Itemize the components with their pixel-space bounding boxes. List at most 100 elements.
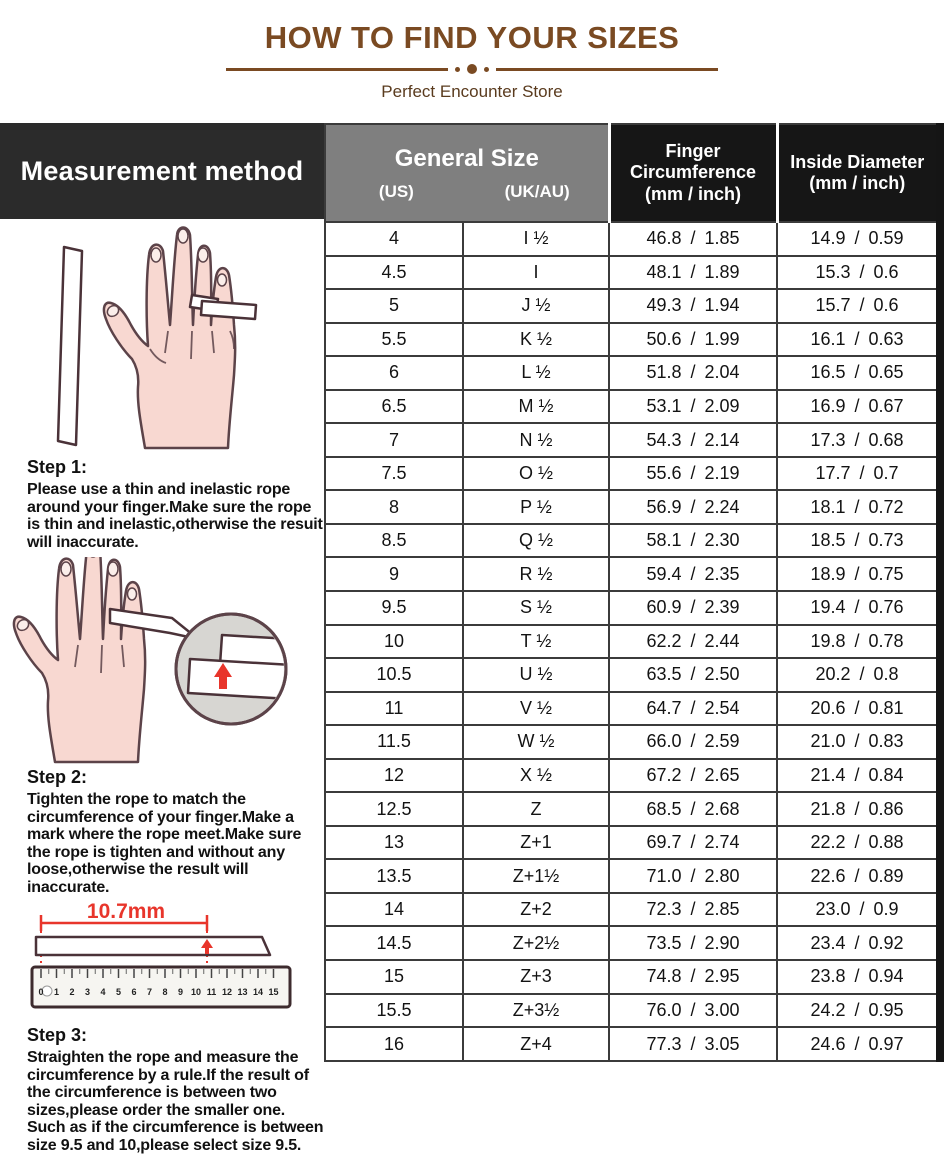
table-row: 13 Z+1 69.7 / 2.74 22.2 / 0.88 — [324, 824, 939, 861]
inside-diameter-title: Inside Diameter — [790, 151, 925, 172]
circumference-cell: 72.3 / 2.85 — [608, 891, 779, 928]
diameter-cell: 23.0 / 0.9 — [776, 891, 939, 928]
divider-dot-large — [467, 64, 477, 74]
table-row: 8.5 Q ½ 58.1 / 2.30 18.5 / 0.73 — [324, 522, 939, 559]
finger-circumference-title: Finger Circumference — [629, 141, 757, 183]
ruler-number: 1 — [54, 987, 59, 997]
step1-section: Step 1: Please use a thin and inelastic … — [0, 457, 324, 551]
diameter-cell: 22.2 / 0.88 — [776, 824, 939, 861]
table-row: 12 X ½ 67.2 / 2.65 21.4 / 0.84 — [324, 757, 939, 794]
us-size-cell: 11.5 — [324, 724, 464, 760]
diameter-cell: 18.5 / 0.73 — [776, 522, 939, 559]
uk-au-column-header: (UK/AU) — [504, 181, 570, 201]
ruler-number: 8 — [162, 987, 167, 997]
table-row: 11 V ½ 64.7 / 2.54 20.6 / 0.81 — [324, 690, 939, 727]
ruler-number: 2 — [69, 987, 74, 997]
diameter-cell: 24.2 / 0.95 — [776, 992, 939, 1029]
step2-section: Step 2: Tighten the rope to match the ci… — [0, 767, 324, 896]
page-header: HOW TO FIND YOUR SIZES Perfect Encounter… — [0, 0, 944, 123]
uk-au-size-cell: P ½ — [461, 489, 611, 525]
ruler-number: 4 — [100, 987, 105, 997]
us-size-cell: 14 — [324, 891, 464, 928]
ruler-number: 14 — [253, 987, 263, 997]
circumference-cell: 58.1 / 2.30 — [608, 522, 779, 559]
ruler-number: 12 — [222, 987, 232, 997]
diameter-cell: 14.9 / 0.59 — [776, 221, 939, 257]
step3-label: Step 3: — [27, 1025, 88, 1045]
uk-au-size-cell: Z — [461, 791, 611, 827]
title-divider — [0, 64, 944, 74]
table-row: 5.5 K ½ 50.6 / 1.99 16.1 / 0.63 — [324, 321, 939, 358]
ruler-scale: 0 1 2 3 4 5 6 7 8 9 10 11 12 13 14 15 — [38, 969, 279, 997]
hand-rope-illustration — [56, 226, 258, 450]
us-size-cell: 8.5 — [324, 522, 464, 559]
uk-au-size-cell: V ½ — [461, 690, 611, 727]
diameter-cell: 20.2 / 0.8 — [776, 657, 939, 693]
us-size-cell: 14.5 — [324, 925, 464, 962]
ruler-number: 9 — [178, 987, 183, 997]
circumference-cell: 71.0 / 2.80 — [608, 858, 779, 894]
diameter-cell: 23.8 / 0.94 — [776, 959, 939, 995]
table-row: 7.5 O ½ 55.6 / 2.19 17.7 / 0.7 — [324, 455, 939, 492]
right-edge-strip — [936, 123, 944, 1062]
circumference-cell: 54.3 / 2.14 — [608, 422, 779, 458]
us-size-cell: 13.5 — [324, 858, 464, 894]
circumference-cell: 48.1 / 1.89 — [608, 254, 779, 291]
uk-au-size-cell: J ½ — [461, 288, 611, 324]
table-row: 14 Z+2 72.3 / 2.85 23.0 / 0.9 — [324, 891, 939, 928]
diameter-cell: 15.3 / 0.6 — [776, 254, 939, 291]
main-content: Measurement method Step 1: Please use a … — [0, 123, 944, 1154]
us-size-cell: 9 — [324, 556, 464, 593]
finger-circumference-header: Finger Circumference (mm / inch) — [608, 123, 779, 223]
divider-line-left — [226, 67, 448, 71]
us-size-cell: 5 — [324, 288, 464, 324]
uk-au-size-cell: S ½ — [461, 590, 611, 626]
diameter-cell: 24.6 / 0.97 — [776, 1026, 939, 1062]
us-size-cell: 12.5 — [324, 791, 464, 827]
inside-diameter-unit: (mm / inch) — [809, 173, 906, 193]
circumference-cell: 74.8 / 2.95 — [608, 959, 779, 995]
uk-au-size-cell: Z+3½ — [461, 992, 611, 1029]
step3-text: Straighten the rope and measure the circ… — [27, 1049, 324, 1154]
circumference-cell: 59.4 / 2.35 — [608, 556, 779, 593]
step2-label: Step 2: — [27, 767, 88, 787]
page-title: HOW TO FIND YOUR SIZES — [264, 20, 680, 55]
table-row: 9.5 S ½ 60.9 / 2.39 19.4 / 0.76 — [324, 590, 939, 626]
diameter-cell: 16.1 / 0.63 — [776, 321, 939, 358]
uk-au-size-cell: I — [461, 254, 611, 291]
circumference-cell: 50.6 / 1.99 — [608, 321, 779, 358]
circumference-cell: 73.5 / 2.90 — [608, 925, 779, 962]
circumference-cell: 60.9 / 2.39 — [608, 590, 779, 626]
circumference-cell: 76.0 / 3.00 — [608, 992, 779, 1029]
us-size-cell: 6.5 — [324, 388, 464, 425]
store-name: Perfect Encounter Store — [381, 82, 563, 101]
circumference-cell: 69.7 / 2.74 — [608, 824, 779, 861]
step1-text: Please use a thin and inelastic rope aro… — [27, 481, 323, 551]
circumference-cell: 55.6 / 2.19 — [608, 455, 779, 492]
table-row: 12.5 Z 68.5 / 2.68 21.8 / 0.86 — [324, 791, 939, 827]
us-column-header: (US) — [378, 181, 414, 201]
uk-au-size-cell: L ½ — [461, 355, 611, 391]
us-size-cell: 16 — [324, 1026, 464, 1062]
us-size-cell: 11 — [324, 690, 464, 727]
us-size-cell: 15 — [324, 959, 464, 995]
diameter-cell: 21.0 / 0.83 — [776, 724, 939, 760]
general-size-header: General Size (US) (UK/AU) — [323, 123, 611, 223]
diameter-cell: 19.8 / 0.78 — [776, 623, 939, 660]
step1-label: Step 1: — [27, 457, 88, 477]
diameter-cell: 19.4 / 0.76 — [776, 590, 939, 626]
circumference-cell: 68.5 / 2.68 — [608, 791, 779, 827]
diameter-cell: 18.1 / 0.72 — [776, 489, 939, 525]
diameter-cell: 16.5 / 0.65 — [776, 355, 939, 391]
circumference-cell: 53.1 / 2.09 — [608, 388, 779, 425]
us-size-cell: 7.5 — [324, 455, 464, 492]
ruler-number: 6 — [131, 987, 136, 997]
diameter-cell: 17.3 / 0.68 — [776, 422, 939, 458]
table-row: 4.5 I 48.1 / 1.89 15.3 / 0.6 — [324, 254, 939, 291]
circumference-cell: 63.5 / 2.50 — [608, 657, 779, 693]
ruler-number: 3 — [85, 987, 90, 997]
